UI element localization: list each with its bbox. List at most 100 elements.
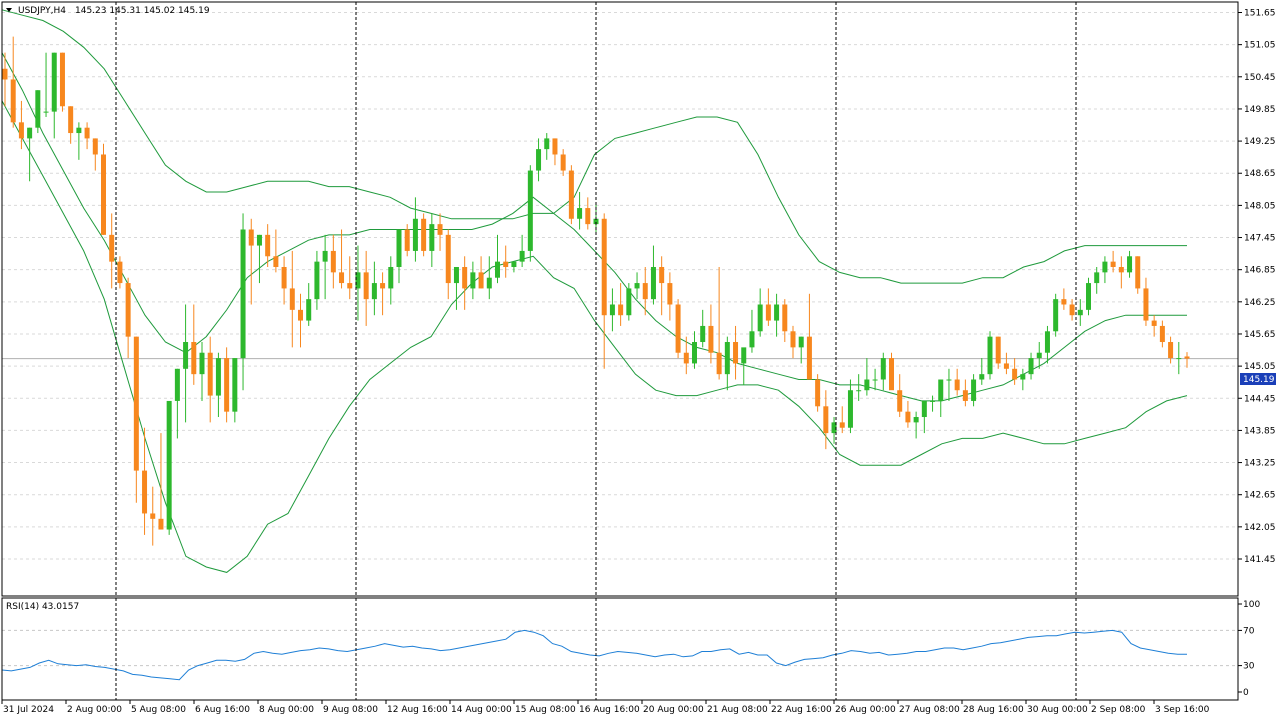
time-tick-label: 15 Aug 08:00 (515, 705, 576, 715)
candle-body (971, 379, 977, 401)
candle-body (347, 283, 353, 289)
candle-body (552, 138, 558, 155)
candle-body (724, 342, 730, 375)
chart-header: USDJPY,H4 145.23 145.31 145.02 145.19 (6, 6, 210, 16)
candle-body (339, 272, 345, 284)
candle-body (568, 170, 574, 219)
candle-body (1028, 358, 1034, 375)
candle-body (503, 261, 509, 267)
price-tick-label: 151.05 (1244, 41, 1276, 51)
candle-body (741, 347, 747, 364)
main-grid (2, 12, 1238, 560)
time-tick-label: 27 Aug 08:00 (899, 705, 960, 715)
rsi-tick-label: 30 (1243, 662, 1255, 672)
time-tick-label: 14 Aug 00:00 (451, 705, 512, 715)
candle-body (987, 336, 993, 375)
candle-body (667, 283, 673, 305)
candle-body (774, 304, 780, 321)
candle-body (1176, 358, 1182, 360)
candle-body (59, 52, 65, 107)
candle-body (938, 379, 944, 401)
price-tick-label: 147.45 (1244, 234, 1276, 244)
candle-body (536, 149, 542, 171)
candle-body (191, 342, 197, 375)
candle-body (1077, 309, 1083, 316)
candle-body (298, 309, 303, 321)
price-tick-label: 146.25 (1244, 298, 1276, 308)
candle-body (700, 325, 706, 343)
panel-frames (1, 1, 1239, 701)
candle-body (897, 390, 903, 412)
candle-body (995, 336, 1001, 364)
candle-body (166, 400, 172, 530)
candle-body (577, 208, 583, 219)
current-price-tag: 145.19 (1240, 373, 1276, 385)
dropdown-triangle-icon[interactable] (6, 8, 12, 12)
candle-body (790, 331, 796, 348)
bollinger-upper-line (1, 9, 1187, 284)
current-price-tag-bg (1240, 373, 1276, 385)
candle-body (626, 288, 632, 316)
candle-body (889, 358, 894, 391)
candle-body (905, 411, 911, 423)
price-tick-label: 142.05 (1244, 523, 1276, 533)
price-tick-label: 144.45 (1244, 394, 1276, 404)
candle-body (150, 513, 156, 519)
candle-body (265, 234, 271, 257)
candle-body (749, 331, 755, 348)
time-tick-label: 2 Aug 00:00 (67, 705, 122, 715)
candle-body (527, 170, 533, 251)
candle-body (322, 250, 328, 262)
candle-body (650, 266, 656, 300)
candle-body (683, 352, 689, 364)
time-tick-label: 26 Aug 00:00 (835, 705, 896, 715)
candle-body (142, 470, 148, 514)
candle-body (806, 336, 812, 380)
candle-body (979, 374, 985, 380)
candle-body (519, 250, 525, 262)
candle-body (872, 379, 878, 381)
rsi-panel-frame (1, 597, 1239, 701)
current-price-tag-text: 145.19 (1243, 375, 1275, 385)
rsi-tick-label: 70 (1243, 626, 1255, 636)
candle-body (371, 283, 377, 300)
bollinger-bands (1, 9, 1188, 573)
candle-body (289, 288, 295, 310)
candle-body (27, 127, 33, 139)
candle-body (708, 325, 714, 353)
price-tick-label: 146.85 (1244, 266, 1276, 276)
candle-body (273, 256, 279, 267)
candle-body (1020, 374, 1026, 380)
candle-body (839, 422, 845, 428)
candle-body (634, 283, 640, 289)
price-tick-label: 149.85 (1244, 105, 1276, 115)
candle-body (782, 304, 788, 332)
candle-body (10, 79, 16, 123)
price-tick-label: 145.05 (1244, 362, 1276, 372)
candle-body (453, 266, 459, 284)
candle-body (1151, 320, 1157, 326)
candle-body (232, 358, 238, 412)
candle-body (495, 261, 500, 278)
candle-body (1069, 304, 1075, 316)
candle-body (1053, 299, 1059, 332)
candle-body (847, 390, 853, 428)
candle-body (618, 304, 624, 316)
candle-body (1168, 342, 1174, 359)
candle-body (659, 266, 665, 284)
candle-body (733, 342, 739, 364)
time-tick-label: 28 Aug 16:00 (963, 705, 1024, 715)
time-tick-label: 5 Aug 08:00 (131, 705, 186, 715)
candle-body (1061, 299, 1067, 305)
candle-body (609, 304, 615, 316)
candle-body (396, 229, 402, 267)
candle-body (380, 283, 386, 289)
ohlc-values: 145.23 145.31 145.02 145.19 (75, 6, 210, 16)
price-tick-label: 143.25 (1244, 459, 1276, 469)
candle-body (1135, 256, 1141, 289)
candle-body (215, 358, 221, 396)
candle-body (585, 208, 591, 225)
candle-body (1143, 288, 1149, 321)
candle-body (1012, 368, 1018, 380)
